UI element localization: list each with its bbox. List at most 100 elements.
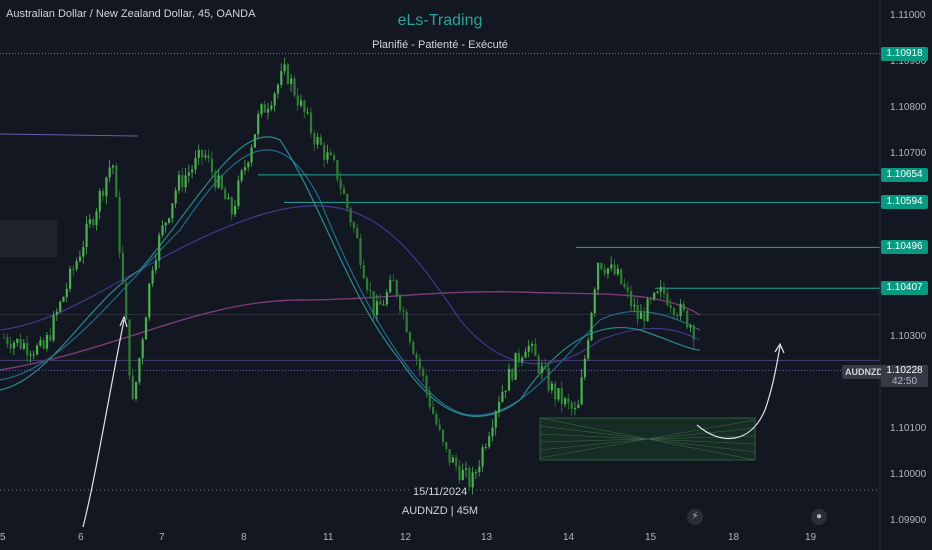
candle-body (92, 219, 95, 226)
level-price-tag: 1.10918 (881, 46, 928, 61)
date-label: 15/11/2024 (412, 486, 469, 498)
candle-body (669, 305, 672, 309)
candle-body (550, 383, 553, 391)
candle-body (234, 206, 237, 215)
candle-body (491, 427, 494, 437)
candle-body (207, 155, 210, 159)
grid (0, 313, 880, 491)
candle-body (590, 313, 593, 341)
candle-body (111, 165, 115, 168)
candle-body (679, 303, 682, 317)
candle-body (501, 391, 504, 402)
candle-body (181, 174, 184, 188)
candle-body (603, 269, 606, 274)
price-tick-label: 1.10900 (890, 55, 927, 67)
price-tick-label: 1.09900 (890, 515, 927, 527)
candle-body (438, 424, 441, 430)
candle-body (451, 457, 454, 463)
symbol-badge: AUDNZD (842, 365, 886, 379)
candle-body (557, 388, 560, 400)
candle-body (240, 170, 243, 181)
candle-body (82, 246, 85, 257)
candle-body (263, 104, 266, 113)
candle-body (643, 312, 646, 322)
candle-body (583, 358, 586, 378)
candle-body (633, 304, 636, 307)
candle-body (280, 71, 283, 85)
candle-body (326, 152, 329, 160)
candle-body (6, 337, 9, 344)
candle-body (606, 268, 610, 274)
candle-body (656, 291, 659, 293)
candle-body (474, 472, 478, 474)
candle-body (471, 472, 474, 488)
candle-body (375, 301, 379, 316)
candle-body (227, 197, 230, 200)
candle-body (191, 169, 194, 173)
price-tick-label: 1.11000 (890, 10, 926, 21)
candle-body (9, 343, 12, 349)
candle-body (342, 188, 346, 195)
candle-body (626, 287, 629, 291)
candle-body (250, 147, 253, 163)
moving-averages (0, 136, 701, 417)
candle-body (214, 172, 217, 188)
candle-body (577, 404, 580, 409)
candle-body (659, 286, 662, 292)
candle-body (498, 401, 501, 412)
candle-body (616, 268, 619, 275)
time-tick-label: 14 (563, 532, 575, 543)
lightning-icon[interactable]: ⚡ (687, 509, 703, 525)
brand-tagline: Planifié - Patienté - Exécuté (372, 39, 508, 51)
candle-body (283, 64, 286, 72)
candle-body (366, 278, 369, 291)
candle-body (435, 413, 438, 425)
candle-body (75, 261, 78, 270)
candle-body (639, 312, 643, 319)
candle-body (458, 466, 461, 480)
candle-body (12, 342, 16, 349)
candle-body (593, 289, 596, 314)
price-tick-label: 1.10000 (890, 469, 927, 481)
candle-body (682, 303, 685, 311)
candle-body (270, 105, 273, 110)
level-price-tag: 1.10496 (881, 240, 928, 255)
candle-body (313, 133, 316, 145)
candle-body (49, 335, 52, 341)
candle-body (422, 369, 425, 376)
candle-body (567, 398, 570, 403)
price-tick-label: 1.10300 (890, 331, 927, 343)
globe-icon[interactable]: ● (811, 509, 827, 525)
candle-body (425, 375, 428, 392)
candle-body (547, 367, 550, 391)
candle-body (276, 84, 280, 94)
candle-body (230, 197, 233, 215)
candle-body (359, 238, 362, 266)
candle-body (42, 340, 45, 349)
candle-body (300, 100, 303, 106)
candle-body (468, 468, 471, 488)
candle-body (653, 292, 656, 300)
candle-body (560, 388, 563, 405)
candle-body (686, 310, 689, 328)
candle-body (184, 175, 187, 188)
arrow-curve (82, 319, 125, 528)
arrow-head (119, 315, 128, 328)
candle-body (273, 93, 276, 106)
candle-body (379, 301, 382, 305)
time-tick-label: 7 (159, 532, 165, 543)
candle-body (540, 366, 544, 373)
candle-body (333, 155, 336, 160)
candle-body (428, 391, 431, 407)
candle-body (676, 314, 679, 317)
candle-body (26, 343, 29, 355)
candle-body (118, 197, 121, 253)
candle-body (316, 136, 319, 145)
candle-body (32, 354, 35, 356)
candle-body (649, 299, 652, 301)
candle-body (323, 144, 326, 160)
candle-body (336, 159, 339, 180)
candle-body (385, 292, 388, 305)
annotations (82, 315, 785, 528)
